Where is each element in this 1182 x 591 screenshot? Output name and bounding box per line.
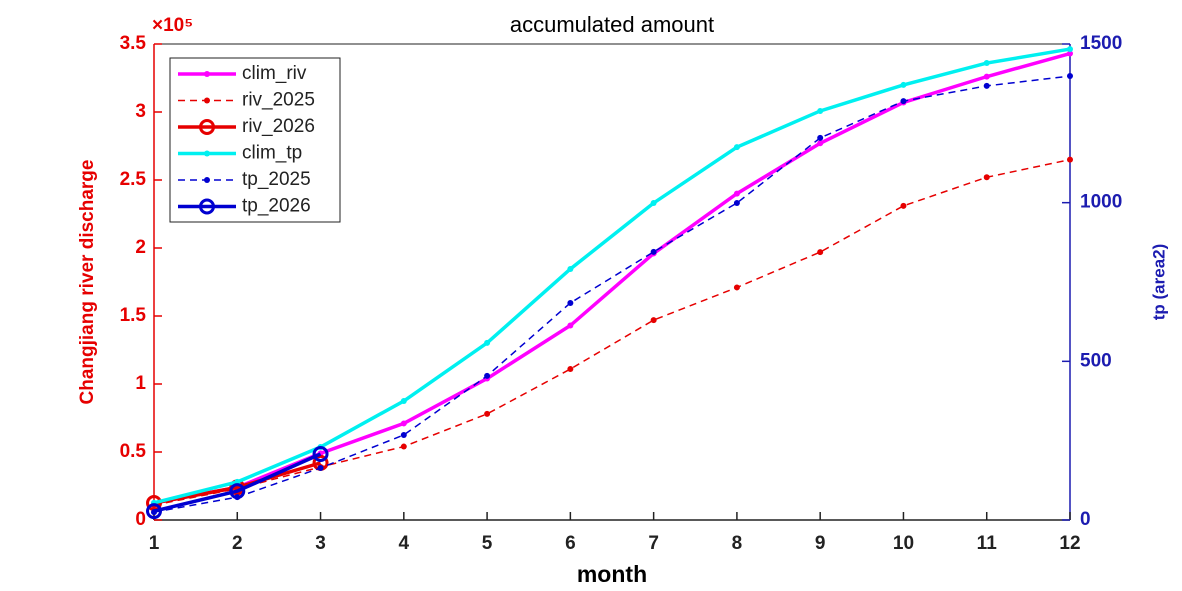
x-tick-label: 11 [977, 533, 998, 554]
x-tick-label: 9 [815, 533, 826, 554]
legend-marker [204, 71, 210, 77]
y-tick-label: 0 [135, 509, 146, 530]
marker [1067, 46, 1073, 53]
marker [983, 73, 990, 80]
marker [317, 464, 324, 471]
marker [817, 134, 824, 141]
x-tick-label: 2 [232, 533, 243, 554]
legend-label: riv_2026 [242, 116, 315, 137]
legend-box [169, 57, 341, 223]
x-tick-label: 3 [315, 533, 326, 554]
marker [817, 107, 824, 114]
legend-label: riv_2025 [242, 90, 315, 111]
series-line [153, 75, 1071, 513]
y-tick-label: 1.5 [120, 305, 147, 326]
marker [567, 322, 574, 329]
x-tick-label: 8 [732, 533, 743, 554]
marker [567, 299, 574, 306]
marker [650, 248, 657, 255]
legend-marker [199, 198, 215, 215]
marker [567, 366, 574, 373]
x-tick-label: 12 [1059, 533, 1080, 554]
chart-title: accumulated amount [510, 12, 714, 37]
marker [983, 82, 990, 89]
marker [900, 202, 907, 209]
marker [983, 60, 990, 67]
marker [484, 339, 491, 346]
x-tick-label: 10 [893, 533, 914, 554]
marker [400, 398, 407, 404]
y-tick-label: 2 [135, 237, 146, 258]
y2-tick-label: 500 [1080, 350, 1112, 371]
marker [733, 190, 740, 197]
marker [650, 317, 657, 324]
y2-tick-label: 1500 [1080, 33, 1122, 54]
y-axis-label: Changjiang river discharge [77, 160, 98, 405]
marker [400, 443, 407, 450]
series-line [153, 158, 1071, 506]
x-tick-label: 5 [482, 533, 493, 554]
marker [229, 483, 246, 500]
series-line [153, 47, 1071, 505]
marker [567, 265, 574, 272]
marker [650, 199, 657, 206]
y2-tick-label: 0 [1080, 509, 1091, 530]
marker [484, 410, 491, 417]
marker [146, 503, 162, 520]
y-tick-label: 3 [135, 101, 146, 122]
series-line [153, 461, 322, 505]
legend-marker [204, 177, 210, 183]
legend-label: clim_tp [242, 143, 302, 164]
marker [733, 199, 740, 206]
y-tick-label: 1 [135, 373, 146, 394]
legend-label: clim_riv [242, 63, 307, 84]
marker [983, 174, 990, 181]
legend-label: tp_2026 [242, 196, 311, 217]
marker [1067, 50, 1073, 57]
marker [900, 81, 907, 88]
marker [312, 445, 329, 462]
x-axis-label: month [577, 561, 647, 587]
legend-marker [199, 119, 215, 135]
x-tick-label: 4 [399, 533, 410, 554]
marker [1067, 156, 1073, 163]
marker [900, 98, 907, 105]
marker [817, 249, 824, 256]
y-tick-label: 2.5 [120, 169, 147, 190]
marker [400, 431, 407, 438]
marker [400, 420, 407, 427]
x-tick-label: 6 [565, 533, 576, 554]
y-tick-label: 3.5 [120, 33, 147, 54]
y2-tick-label: 1000 [1080, 192, 1122, 213]
y-tick-label: 0.5 [120, 441, 147, 462]
legend-label: tp_2025 [242, 169, 311, 190]
y2-axis-label: tp (area2) [1149, 244, 1168, 321]
legend-marker [204, 150, 210, 157]
x-tick-label: 7 [648, 533, 659, 554]
series-line [153, 452, 322, 513]
x-tick-label: 1 [149, 533, 160, 554]
legend-marker [204, 97, 210, 104]
marker [484, 372, 491, 379]
marker [733, 144, 740, 151]
y-multiplier: ×10⁵ [152, 15, 193, 36]
marker [733, 284, 740, 291]
marker [1067, 73, 1073, 80]
marker [817, 140, 824, 147]
